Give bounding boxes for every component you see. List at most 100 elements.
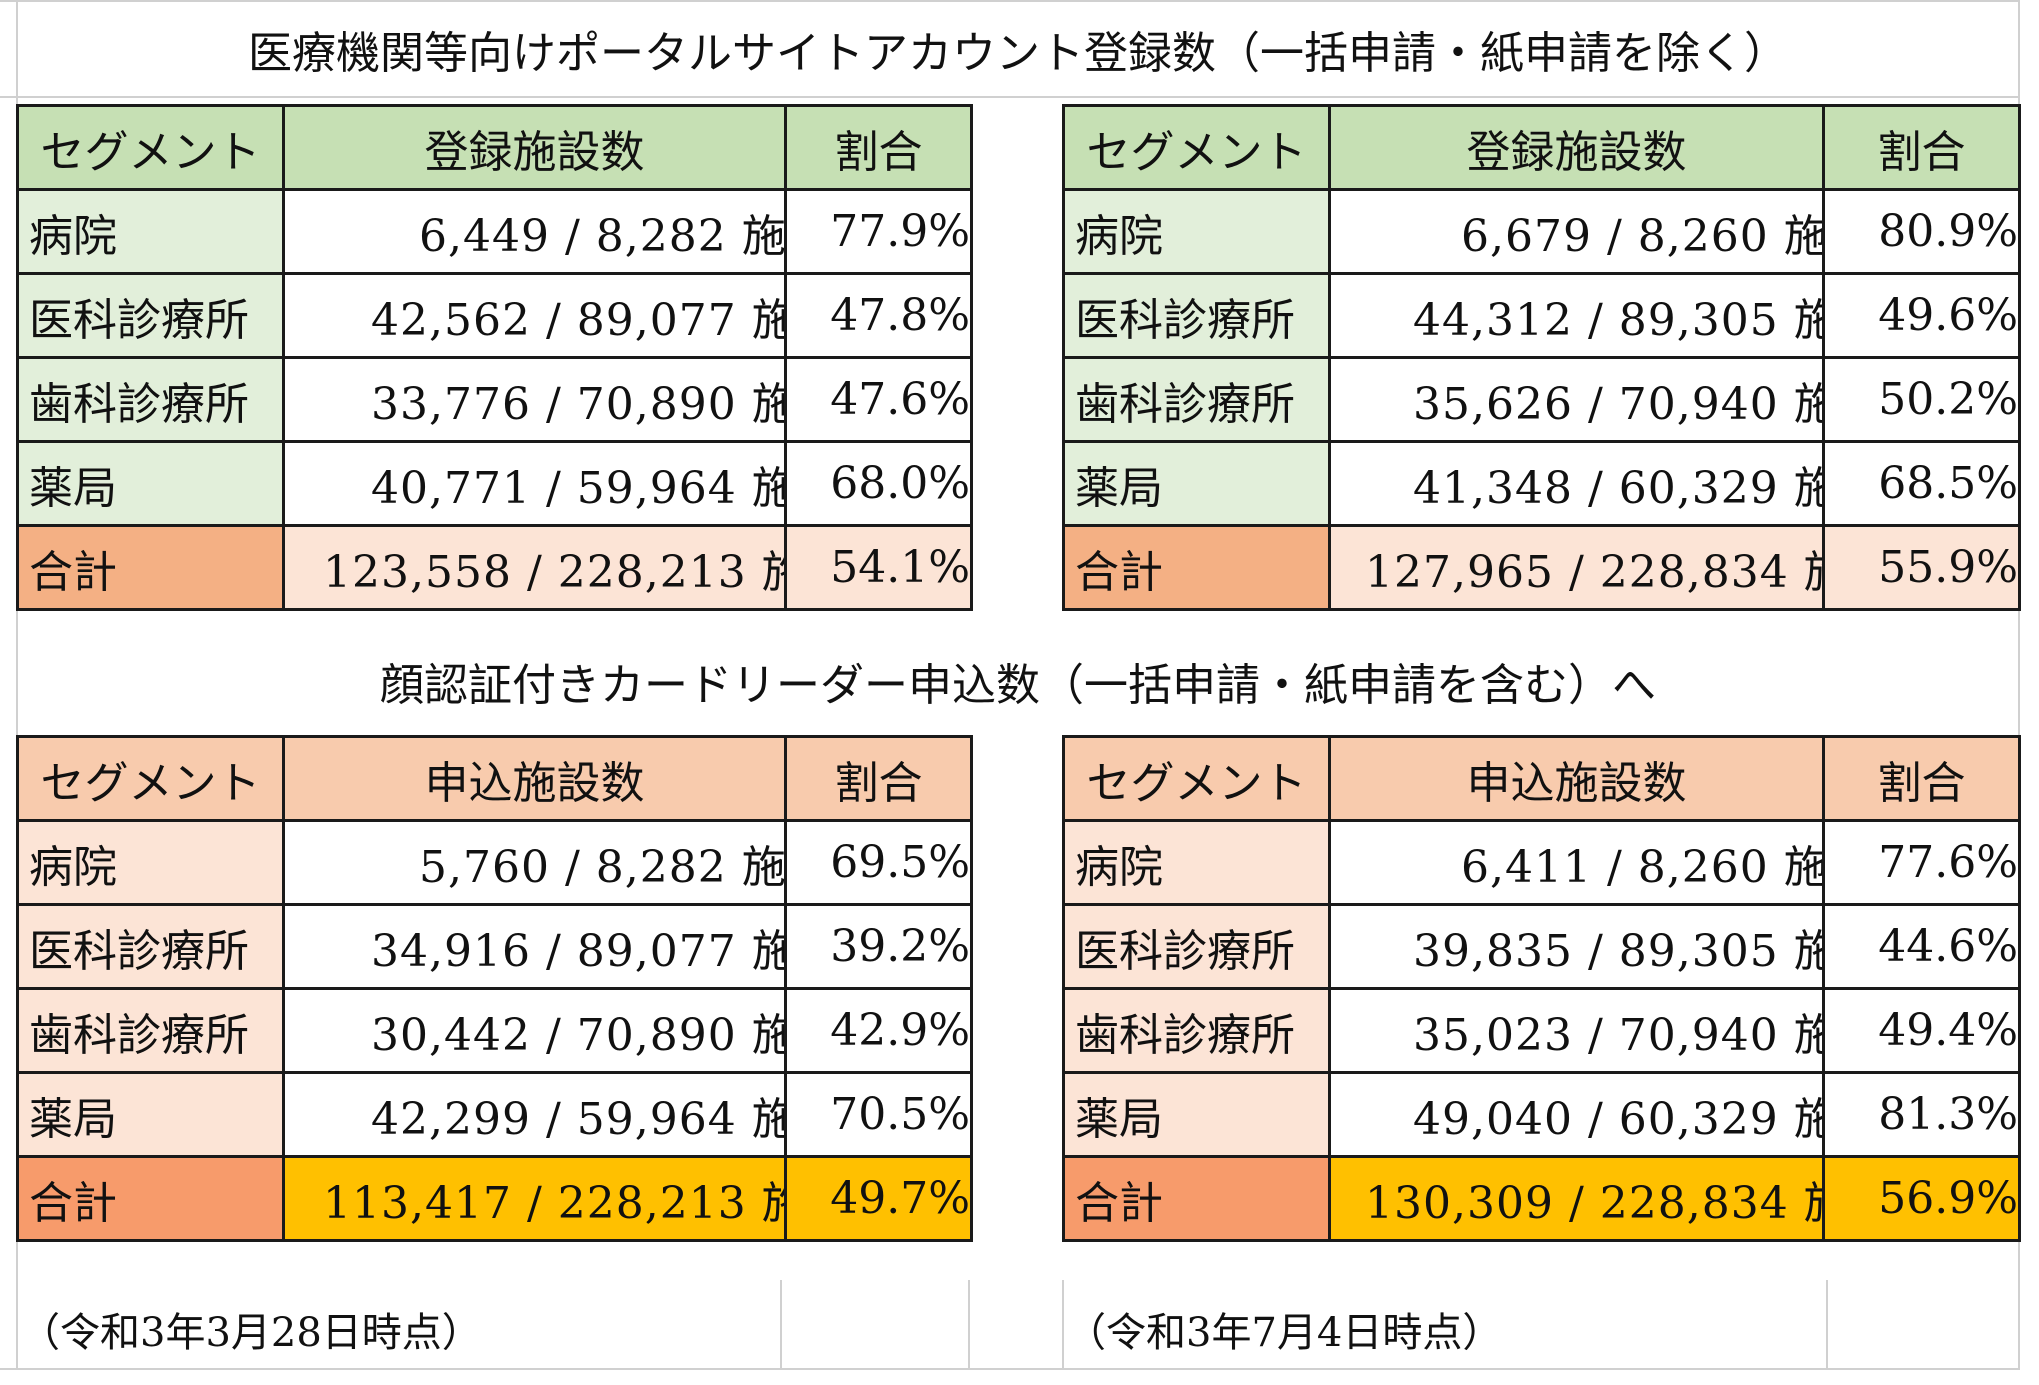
table-row: 病院 6,449 / 8,282 施設 77.9% xyxy=(16,188,973,275)
segment-cell: 医科診療所 xyxy=(16,272,285,359)
table-row: 薬局 40,771 / 59,964 施設 68.0% xyxy=(16,440,973,527)
header-count: 登録施設数 xyxy=(282,104,787,191)
gridline xyxy=(0,96,2020,98)
segment-cell: 薬局 xyxy=(1062,1071,1331,1158)
segment-cell: 医科診療所 xyxy=(1062,903,1331,990)
ratio-cell: 39.2% xyxy=(784,903,973,990)
segment-cell: 病院 xyxy=(16,819,285,906)
header-segment: セグメント xyxy=(16,735,285,822)
segment-cell: 医科診療所 xyxy=(16,903,285,990)
gridline xyxy=(1062,1280,1064,1370)
table-row: 病院 6,411 / 8,260 施設 77.6% xyxy=(1062,819,2021,906)
gridline xyxy=(16,0,18,1370)
gridline xyxy=(2018,0,2020,1370)
reader-table-right: セグメント 申込施設数 割合 病院 6,411 / 8,260 施設 77.6%… xyxy=(1062,735,2021,1242)
table-row: 歯科診療所 35,023 / 70,940 施設 49.4% xyxy=(1062,987,2021,1074)
table-total-row: 合計 123,558 / 228,213 施設 54.1% xyxy=(16,524,973,611)
segment-cell: 病院 xyxy=(1062,819,1331,906)
header-ratio: 割合 xyxy=(1822,735,2021,822)
segment-cell: 歯科診療所 xyxy=(1062,356,1331,443)
table-row: 薬局 49,040 / 60,329 施設 81.3% xyxy=(1062,1071,2021,1158)
count-cell: 49,040 / 60,329 施設 xyxy=(1328,1071,1825,1158)
portal-section-title: 医療機関等向けポータルサイトアカウント登録数（一括申請・紙申請を除く） xyxy=(248,28,1788,79)
table-row: 歯科診療所 35,626 / 70,940 施設 50.2% xyxy=(1062,356,2021,443)
gridline xyxy=(968,1280,970,1370)
count-cell: 42,299 / 59,964 施設 xyxy=(282,1071,787,1158)
table-header-row: セグメント 申込施設数 割合 xyxy=(1062,735,2021,822)
ratio-cell: 68.5% xyxy=(1822,440,2021,527)
date-note-left: （令和3年3月28日時点） xyxy=(20,1310,482,1356)
count-cell: 35,023 / 70,940 施設 xyxy=(1328,987,1825,1074)
gridline xyxy=(780,1280,782,1370)
gridline xyxy=(0,0,2020,2)
total-count-cell: 113,417 / 228,213 施設 xyxy=(282,1155,787,1242)
total-count-cell: 130,309 / 228,834 施設 xyxy=(1328,1155,1825,1242)
table-header-row: セグメント 登録施設数 割合 xyxy=(16,104,973,191)
table-total-row: 合計 127,965 / 228,834 施設 55.9% xyxy=(1062,524,2021,611)
ratio-cell: 49.6% xyxy=(1822,272,2021,359)
ratio-cell: 47.6% xyxy=(784,356,973,443)
date-note-right: （令和3年7月4日時点） xyxy=(1066,1310,1503,1356)
ratio-cell: 69.5% xyxy=(784,819,973,906)
ratio-cell: 42.9% xyxy=(784,987,973,1074)
count-cell: 6,449 / 8,282 施設 xyxy=(282,188,787,275)
table-row: 医科診療所 42,562 / 89,077 施設 47.8% xyxy=(16,272,973,359)
count-cell: 35,626 / 70,940 施設 xyxy=(1328,356,1825,443)
segment-cell: 歯科診療所 xyxy=(1062,987,1331,1074)
segment-cell: 病院 xyxy=(1062,188,1331,275)
header-count: 登録施設数 xyxy=(1328,104,1825,191)
table-total-row: 合計 130,309 / 228,834 施設 56.9% xyxy=(1062,1155,2021,1242)
table-row: 医科診療所 39,835 / 89,305 施設 44.6% xyxy=(1062,903,2021,990)
count-cell: 33,776 / 70,890 施設 xyxy=(282,356,787,443)
table-header-row: セグメント 申込施設数 割合 xyxy=(16,735,973,822)
header-segment: セグメント xyxy=(1062,735,1331,822)
count-cell: 6,679 / 8,260 施設 xyxy=(1328,188,1825,275)
header-ratio: 割合 xyxy=(1822,104,2021,191)
header-ratio: 割合 xyxy=(784,735,973,822)
total-label-cell: 合計 xyxy=(1062,524,1331,611)
count-cell: 6,411 / 8,260 施設 xyxy=(1328,819,1825,906)
count-cell: 44,312 / 89,305 施設 xyxy=(1328,272,1825,359)
count-cell: 40,771 / 59,964 施設 xyxy=(282,440,787,527)
table-row: 歯科診療所 30,442 / 70,890 施設 42.9% xyxy=(16,987,973,1074)
ratio-cell: 77.6% xyxy=(1822,819,2021,906)
ratio-cell: 49.4% xyxy=(1822,987,2021,1074)
header-count: 申込施設数 xyxy=(282,735,787,822)
ratio-cell: 47.8% xyxy=(784,272,973,359)
table-row: 薬局 42,299 / 59,964 施設 70.5% xyxy=(16,1071,973,1158)
table-row: 病院 6,679 / 8,260 施設 80.9% xyxy=(1062,188,2021,275)
segment-cell: 医科診療所 xyxy=(1062,272,1331,359)
count-cell: 34,916 / 89,077 施設 xyxy=(282,903,787,990)
header-segment: セグメント xyxy=(1062,104,1331,191)
total-ratio-cell: 56.9% xyxy=(1822,1155,2021,1242)
total-ratio-cell: 49.7% xyxy=(784,1155,973,1242)
reader-table-left: セグメント 申込施設数 割合 病院 5,760 / 8,282 施設 69.5%… xyxy=(16,735,973,1242)
total-count-cell: 127,965 / 228,834 施設 xyxy=(1328,524,1825,611)
table-row: 病院 5,760 / 8,282 施設 69.5% xyxy=(16,819,973,906)
ratio-cell: 50.2% xyxy=(1822,356,2021,443)
segment-cell: 薬局 xyxy=(1062,440,1331,527)
total-label-cell: 合計 xyxy=(1062,1155,1331,1242)
count-cell: 42,562 / 89,077 施設 xyxy=(282,272,787,359)
segment-cell: 歯科診療所 xyxy=(16,987,285,1074)
segment-cell: 病院 xyxy=(16,188,285,275)
portal-table-left: セグメント 登録施設数 割合 病院 6,449 / 8,282 施設 77.9%… xyxy=(16,104,973,611)
total-ratio-cell: 55.9% xyxy=(1822,524,2021,611)
total-label-cell: 合計 xyxy=(16,1155,285,1242)
table-header-row: セグメント 登録施設数 割合 xyxy=(1062,104,2021,191)
table-row: 医科診療所 44,312 / 89,305 施設 49.6% xyxy=(1062,272,2021,359)
count-cell: 39,835 / 89,305 施設 xyxy=(1328,903,1825,990)
count-cell: 30,442 / 70,890 施設 xyxy=(282,987,787,1074)
total-count-cell: 123,558 / 228,213 施設 xyxy=(282,524,787,611)
ratio-cell: 77.9% xyxy=(784,188,973,275)
header-segment: セグメント xyxy=(16,104,285,191)
table-row: 薬局 41,348 / 60,329 施設 68.5% xyxy=(1062,440,2021,527)
segment-cell: 歯科診療所 xyxy=(16,356,285,443)
ratio-cell: 81.3% xyxy=(1822,1071,2021,1158)
portal-table-right: セグメント 登録施設数 割合 病院 6,679 / 8,260 施設 80.9%… xyxy=(1062,104,2021,611)
count-cell: 5,760 / 8,282 施設 xyxy=(282,819,787,906)
count-cell: 41,348 / 60,329 施設 xyxy=(1328,440,1825,527)
table-total-row: 合計 113,417 / 228,213 施設 49.7% xyxy=(16,1155,973,1242)
ratio-cell: 80.9% xyxy=(1822,188,2021,275)
